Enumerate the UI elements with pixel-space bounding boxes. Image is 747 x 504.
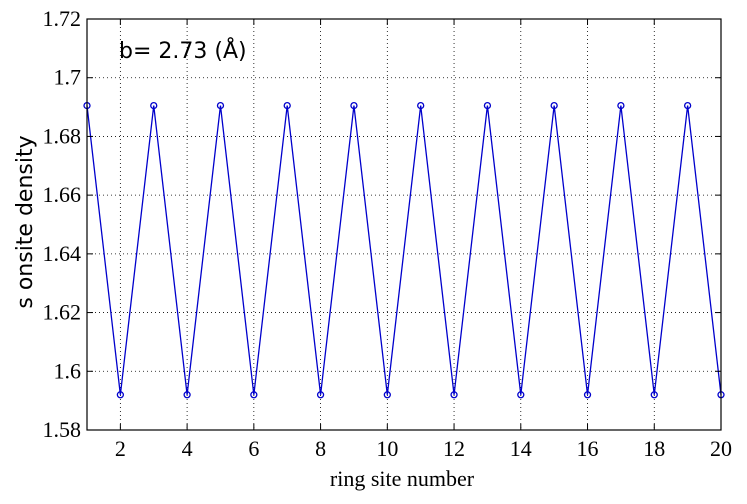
data-point [617,101,625,110]
x-tick-label: 20 [710,436,732,461]
x-tick-label: 12 [443,436,465,461]
data-point [417,101,425,110]
x-tick-label: 8 [315,436,326,461]
data-point [483,101,492,110]
data-point [517,391,525,399]
tick-labels-group: 2 4 6 8 10 12 14 16 18 20 1.58 1.6 1.62 1.64 1.66 1.68 1… [43,6,733,461]
data-point [550,101,558,110]
y-tick-label: 1.66 [43,182,82,207]
ticks-group [87,18,722,431]
x-tick-label: 10 [376,436,398,461]
y-tick-label: 1.62 [43,300,82,325]
x-tick-label: 6 [248,436,259,461]
data-point [250,391,258,399]
data-point [583,391,592,399]
y-tick-label: 1.68 [43,123,82,148]
x-tick-label: 4 [182,436,193,461]
data-point [350,101,358,110]
x-tick-label: 2 [115,436,126,461]
y-tick-label: 1.64 [43,241,82,266]
data-point [650,391,658,399]
series-line [86,105,722,395]
data-point [150,101,158,110]
plot-frame [86,18,722,431]
data-point [450,391,458,399]
data-point [183,391,191,399]
chart-annotation: b= 2.73 (Å) [119,37,247,64]
x-tick-label: 14 [510,436,532,461]
y-tick-label: 1.6 [54,358,82,383]
data-point [216,101,225,110]
data-point [283,101,291,110]
data-point [116,391,125,399]
x-tick-label: 18 [643,436,665,461]
data-point [383,391,391,399]
series-group [83,101,725,399]
y-tick-label: 1.7 [54,65,82,90]
y-tick-label: 1.58 [43,417,82,442]
data-point [683,101,692,110]
data-point [316,391,325,399]
y-axis-label: s onsite density [13,135,38,308]
x-tick-label: 16 [577,436,599,461]
y-tick-label: 1.72 [43,6,82,31]
x-axis-label: ring site number [330,466,475,491]
